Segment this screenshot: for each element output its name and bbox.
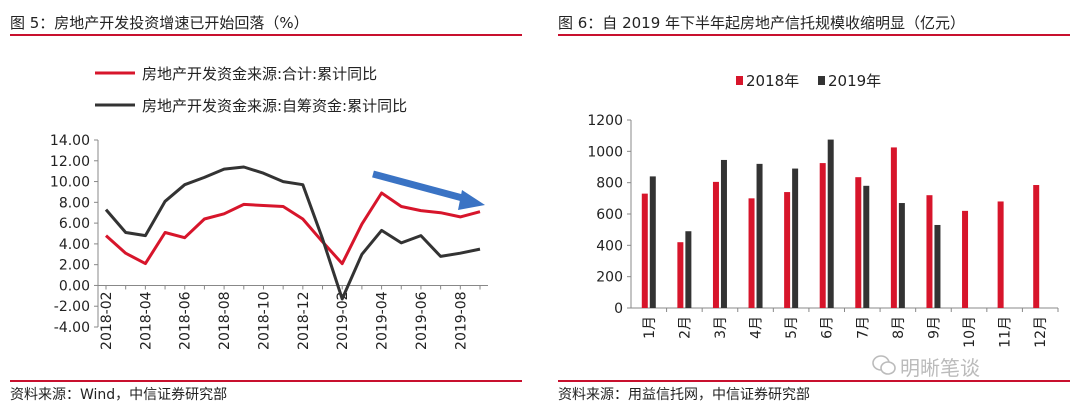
y-tick-label: -2.00 [54, 299, 90, 315]
legend-label-1: 房地产开发资金来源:合计:累计同比 [142, 65, 377, 83]
bar-2-4 [756, 163, 763, 308]
bar-1-4 [748, 198, 755, 308]
y-tick-label: -4.00 [54, 320, 90, 336]
right-source-note: 资料来源：用益信托网，中信证券研究部 [558, 387, 810, 403]
x-tick-label: 11月 [998, 316, 1014, 348]
x-tick-label: 9月 [926, 316, 942, 339]
bar-1-12 [1033, 185, 1040, 308]
x-tick-label: 2018-06 [178, 291, 194, 350]
bar-1-3 [712, 181, 719, 308]
x-tick-label: 12月 [1033, 316, 1049, 348]
right-bar-chart: 2018年 2019年 1200 1000 800 600 400 200 0 1月 2月 3月 4月 5… [587, 72, 1059, 348]
x-tick-label: 6月 [820, 316, 836, 339]
y-tick-label: 8.00 [59, 195, 90, 211]
bar-1-6 [819, 163, 826, 308]
legend-label-2: 房地产开发资金来源:自筹资金:累计同比 [142, 97, 407, 115]
y-tick-label: 0 [614, 301, 623, 317]
wechat-icon [872, 355, 896, 375]
y-tick-label: 200 [596, 270, 623, 286]
right-figure-panel: 图 6：自 2019 年下半年起房地产信托规模收缩明显（亿元） 2018年 201… [548, 0, 1080, 415]
series-line-2 [104, 165, 481, 301]
y-tick-label: 4.00 [59, 237, 90, 253]
x-tick-label: 7月 [855, 316, 871, 339]
bar-2-1 [649, 176, 656, 308]
trend-arrow-shaft [372, 170, 471, 204]
x-tick-label: 2019-08 [453, 291, 469, 350]
watermark-text: 明晰笔谈 [900, 356, 980, 380]
y-tick-label: 400 [596, 238, 623, 254]
bar-2-5 [792, 168, 799, 308]
x-tick-label: 8月 [891, 316, 907, 339]
right-title-rule [558, 34, 1070, 36]
bar-1-1 [641, 193, 648, 308]
left-title-rule [10, 34, 522, 36]
x-tick-label: 2018-08 [217, 291, 233, 350]
bar-2-3 [720, 159, 727, 308]
x-tick-label: 2018-04 [138, 291, 154, 350]
bar-2-6 [827, 139, 834, 308]
bar-2-2 [685, 231, 692, 308]
y-tick-label: 14.00 [50, 133, 90, 149]
y-tick-label: 10.00 [50, 175, 90, 191]
x-tick-label: 3月 [713, 316, 729, 339]
x-tick-label: 2018-12 [296, 291, 312, 350]
left-source-rule [10, 380, 522, 382]
y-tick-label: 12.00 [50, 154, 90, 170]
x-tick-label: 2019-04 [375, 291, 391, 350]
legend-label-1: 2018年 [746, 72, 799, 90]
bar-1-2 [677, 242, 684, 308]
x-tick-label: 2018-02 [99, 291, 115, 350]
right-source-rule [558, 380, 1070, 382]
x-tick-label: 2019-06 [414, 291, 430, 350]
x-tick-label: 10月 [962, 316, 978, 348]
y-tick-label: 1200 [587, 113, 623, 129]
bar-2-7 [863, 185, 870, 308]
y-tick-label: 600 [596, 207, 623, 223]
y-tick-label: 2.00 [59, 258, 90, 274]
series-line-1 [105, 191, 481, 266]
bar-2-8 [898, 203, 905, 308]
trend-arrow-head [458, 190, 485, 210]
x-tick-label: 4月 [749, 316, 765, 339]
right-figure-title: 图 6：自 2019 年下半年起房地产信托规模收缩明显（亿元） [558, 14, 966, 32]
bar-1-10 [962, 210, 969, 308]
left-figure-title: 图 5：房地产开发投资增速已开始回落（%） [10, 14, 309, 32]
x-tick-label: 5月 [784, 316, 800, 339]
x-tick-label: 2月 [677, 316, 693, 339]
y-tick-label: 0.00 [59, 278, 90, 294]
legend-swatch-2 [818, 76, 825, 85]
y-tick-label: 800 [596, 176, 623, 192]
y-tick-label: 6.00 [59, 216, 90, 232]
bar-1-9 [926, 195, 933, 308]
bar-1-11 [997, 201, 1004, 308]
left-source-note: 资料来源：Wind，中信证券研究部 [10, 387, 228, 403]
legend-label-2: 2019年 [828, 72, 881, 90]
bar-1-8 [890, 147, 897, 308]
legend-swatch-1 [736, 76, 743, 85]
y-tick-label: 1000 [587, 144, 623, 160]
bar-2-9 [934, 224, 941, 308]
bar-1-7 [855, 177, 862, 308]
x-tick-label: 1月 [642, 316, 658, 339]
x-tick-label: 2018-10 [256, 291, 272, 350]
bar-1-5 [784, 192, 791, 308]
x-tick-label: 2019-02 [335, 291, 351, 350]
left-figure-panel: 图 5：房地产开发投资增速已开始回落（%） 房地产开发资金来源:合计:累计同比房… [0, 0, 532, 415]
